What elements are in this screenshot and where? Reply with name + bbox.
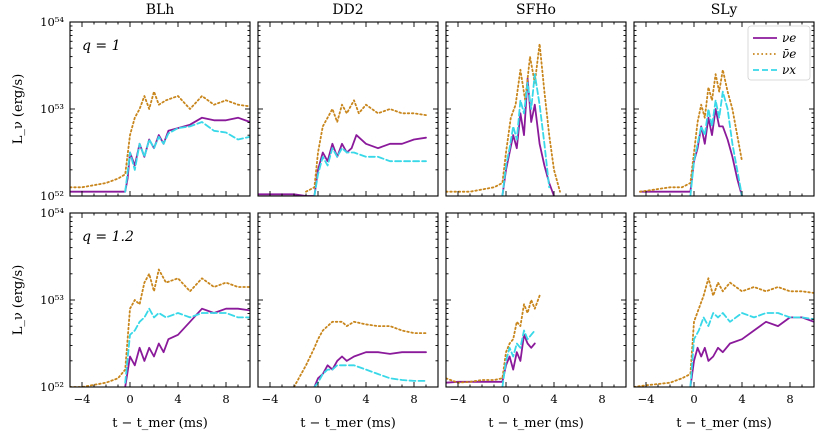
legend-label: νe xyxy=(782,31,796,45)
series-line-nu-e xyxy=(124,307,250,387)
x-tick-label: 8 xyxy=(222,392,229,406)
x-tick-label: 4 xyxy=(550,392,557,406)
y-axis-label: L_ν (erg/s) xyxy=(11,265,26,336)
y-tick-label: 10⁵⁴ xyxy=(40,15,64,29)
series-line-nu-x xyxy=(124,307,250,384)
column-title: DD2 xyxy=(332,2,363,18)
y-tick-label: 10⁵² xyxy=(40,189,64,203)
legend-label: ν̄e xyxy=(782,47,796,61)
x-tick-label: 8 xyxy=(598,392,605,406)
series-line-nu-e xyxy=(70,116,250,193)
legend: νe ν̄e νx xyxy=(747,25,811,81)
series-group xyxy=(639,68,743,196)
series-line-nu-e xyxy=(639,108,743,196)
row-label: q = 1 xyxy=(82,38,121,54)
legend-label: νx xyxy=(782,63,796,77)
x-tick-label: −4 xyxy=(638,392,655,406)
series-line-nu-x xyxy=(501,329,536,387)
panel-dd2-q1.2: −4 0 4 8 t − t_mer (ms) xyxy=(257,212,439,431)
series-line-nu-e-bar xyxy=(293,320,427,387)
series-line-nu-e-bar xyxy=(634,277,814,387)
y-tick-label: 10⁵³ xyxy=(40,293,64,307)
series-group xyxy=(634,277,814,387)
series-line-nu-x xyxy=(313,147,427,196)
series-line-nu-e-bar xyxy=(305,99,427,193)
axes-frame xyxy=(257,21,439,197)
series-group xyxy=(446,42,561,196)
x-tick-label: 0 xyxy=(690,392,697,406)
x-axis-label: t − t_mer (ms) xyxy=(112,416,208,431)
panel-sfho-q1: SFHo xyxy=(445,2,627,197)
series-line-nu-e xyxy=(313,351,427,387)
y-axis-label: L_ν (erg/s) xyxy=(11,74,26,145)
x-tick-label: 8 xyxy=(786,392,793,406)
series-line-nu-x xyxy=(689,312,814,387)
column-title: BLh xyxy=(146,2,175,18)
x-axis-label: t − t_mer (ms) xyxy=(676,416,772,431)
panel-sfho-q1.2: −4 0 4 8 t − t_mer (ms) xyxy=(445,212,627,431)
series-line-nu-e-bar xyxy=(446,294,541,384)
series-line-nu-e xyxy=(258,134,427,196)
x-axis-label: t − t_mer (ms) xyxy=(488,416,584,431)
series-group xyxy=(70,90,250,193)
panel-dd2-q1: DD2 xyxy=(257,2,439,197)
series-line-nu-x xyxy=(313,364,427,387)
panel-blh-q1.2: −4 0 4 8 t − t_mer (ms) 10⁵² 10⁵³ 10⁵⁴ L_ν (erg/… xyxy=(11,206,251,431)
column-title: SFHo xyxy=(516,2,556,18)
x-tick-label: 4 xyxy=(174,392,181,406)
series-group xyxy=(446,294,541,387)
y-tick-label: 10⁵⁴ xyxy=(40,206,64,220)
series-line-nu-e xyxy=(689,316,814,387)
x-tick-label: −4 xyxy=(450,392,467,406)
x-tick-label: −4 xyxy=(262,392,279,406)
y-tick-label: 10⁵² xyxy=(40,380,64,394)
series-line-nu-e-bar xyxy=(639,68,743,193)
series-line-nu-e-bar xyxy=(70,268,250,387)
series-line-nu-x xyxy=(124,121,250,193)
x-tick-label: 0 xyxy=(502,392,509,406)
panels-layer: 10⁵² 10⁵³ 10⁵⁴ L_ν (erg/s) q = 1 BLh DD2 SFHo SL… xyxy=(11,2,815,431)
x-tick-label: 8 xyxy=(410,392,417,406)
axes-frame xyxy=(633,212,815,388)
panel-blh-q1: 10⁵² 10⁵³ 10⁵⁴ L_ν (erg/s) q = 1 BLh xyxy=(11,2,251,203)
series-line-nu-e xyxy=(501,77,555,196)
column-title: SLy xyxy=(711,2,738,18)
x-tick-label: 0 xyxy=(126,392,133,406)
x-tick-label: 4 xyxy=(738,392,745,406)
x-tick-label: −4 xyxy=(74,392,91,406)
series-group xyxy=(293,320,427,387)
series-line-nu-e-bar xyxy=(70,90,250,189)
series-group xyxy=(258,99,427,196)
row-label: q = 1.2 xyxy=(82,229,134,245)
panel-sly-q1.2: −4 0 4 8 t − t_mer (ms) xyxy=(633,212,815,431)
series-line-nu-x xyxy=(689,90,743,196)
series-group xyxy=(70,268,250,387)
x-axis-label: t − t_mer (ms) xyxy=(300,416,396,431)
x-tick-label: 0 xyxy=(314,392,321,406)
y-tick-label: 10⁵³ xyxy=(40,102,64,116)
legend-frame xyxy=(747,25,811,81)
series-line-nu-x xyxy=(501,73,551,196)
axes-frame xyxy=(445,212,627,388)
panel-sly-q1: SLy xyxy=(633,2,815,197)
series-line-nu-e-bar xyxy=(446,42,561,193)
x-tick-label: 4 xyxy=(362,392,369,406)
